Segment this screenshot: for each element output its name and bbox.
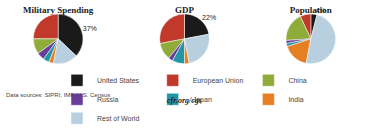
svg-text:Population: Population	[290, 5, 332, 15]
svg-text:Military Spending: Military Spending	[23, 5, 94, 15]
svg-text:Data sources: SIPRI, IMF, U.S.: Data sources: SIPRI, IMF, U.S. Census	[6, 92, 110, 98]
svg-text:Rest of World: Rest of World	[97, 115, 139, 122]
svg-text:European Union: European Union	[193, 77, 244, 85]
svg-text:China: China	[288, 77, 306, 84]
svg-text:4%: 4%	[316, 7, 326, 14]
svg-text:cfr.org/cgs: cfr.org/cgs	[167, 96, 202, 105]
svg-text:GDP: GDP	[175, 5, 195, 15]
svg-text:Russia: Russia	[97, 96, 119, 103]
svg-text:Japan: Japan	[193, 96, 212, 104]
svg-text:22%: 22%	[202, 14, 216, 21]
svg-text:37%: 37%	[83, 25, 97, 32]
svg-text:India: India	[288, 96, 303, 103]
svg-text:United States: United States	[97, 77, 140, 84]
